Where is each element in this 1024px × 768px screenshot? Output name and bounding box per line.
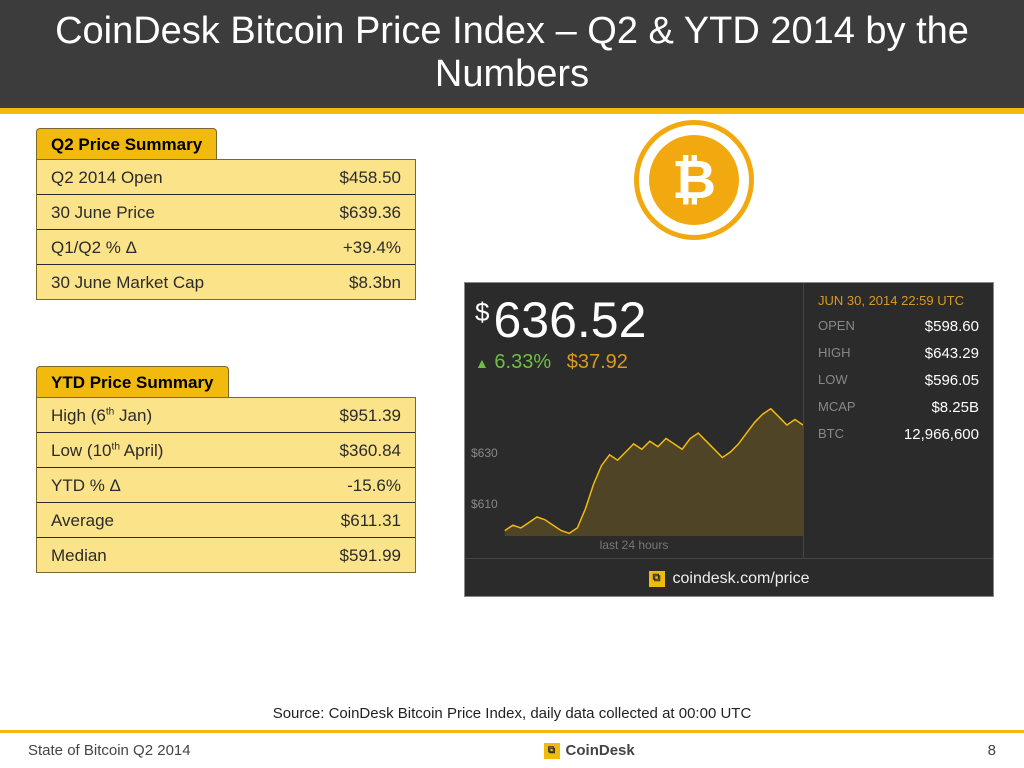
slide-content: Q2 Price Summary Q2 2014 Open$458.5030 J…	[0, 114, 1024, 694]
chart-ylabel: $610	[471, 497, 498, 511]
stat-row: OPEN$598.60	[818, 318, 979, 335]
widget-footer: ⧉ coindesk.com/price	[465, 558, 993, 598]
source-attribution: Source: CoinDesk Bitcoin Price Index, da…	[0, 705, 1024, 722]
coindesk-sq-icon: ⧉	[649, 571, 665, 587]
widget-timestamp: JUN 30, 2014 22:59 UTC	[818, 293, 979, 308]
current-price: $636.52	[475, 291, 793, 349]
footer-brand: ⧉ CoinDesk	[544, 742, 635, 759]
table-row: Q2 2014 Open$458.50	[37, 160, 415, 195]
stat-row: LOW$596.05	[818, 372, 979, 389]
table-row: Average$611.31	[37, 503, 415, 538]
bitcoin-logo-icon: ₿	[634, 120, 764, 250]
table-row: Low (10th April)$360.84	[37, 433, 415, 468]
ytd-tab-header: YTD Price Summary	[36, 366, 229, 397]
table-row: 30 June Price$639.36	[37, 195, 415, 230]
table-row: YTD % Δ-15.6%	[37, 468, 415, 503]
stat-row: MCAP$8.25B	[818, 399, 979, 416]
chart-ylabel: $630	[471, 446, 498, 460]
sparkline-chart: $630 $610 last 24 hours	[465, 398, 803, 558]
table-row: Median$591.99	[37, 538, 415, 572]
up-arrow-icon: ▲	[475, 355, 489, 371]
q2-tab-header: Q2 Price Summary	[36, 128, 217, 159]
footer-left: State of Bitcoin Q2 2014	[28, 742, 191, 759]
price-widget-main: $636.52 ▲ 6.33% $37.92 $630 $610 last 24…	[465, 283, 803, 558]
ytd-summary-table: YTD Price Summary High (6th Jan)$951.39L…	[36, 366, 416, 573]
price-change-row: ▲ 6.33% $37.92	[475, 351, 793, 374]
table-row: Q1/Q2 % Δ+39.4%	[37, 230, 415, 265]
price-widget-stats: JUN 30, 2014 22:59 UTC OPEN$598.60 HIGH$6…	[803, 283, 993, 558]
slide-title: CoinDesk Bitcoin Price Index – Q2 & YTD …	[0, 0, 1024, 114]
chart-caption: last 24 hours	[600, 538, 669, 552]
slide-footer: State of Bitcoin Q2 2014 ⧉ CoinDesk 8	[0, 730, 1024, 768]
q2-summary-table: Q2 Price Summary Q2 2014 Open$458.5030 J…	[36, 128, 416, 300]
coindesk-sq-icon: ⧉	[544, 743, 560, 759]
price-widget: $636.52 ▲ 6.33% $37.92 $630 $610 last 24…	[464, 282, 994, 597]
page-number: 8	[988, 742, 996, 759]
stat-row: HIGH$643.29	[818, 345, 979, 362]
stat-row: BTC12,966,600	[818, 426, 979, 443]
table-row: High (6th Jan)$951.39	[37, 398, 415, 433]
table-row: 30 June Market Cap$8.3bn	[37, 265, 415, 299]
